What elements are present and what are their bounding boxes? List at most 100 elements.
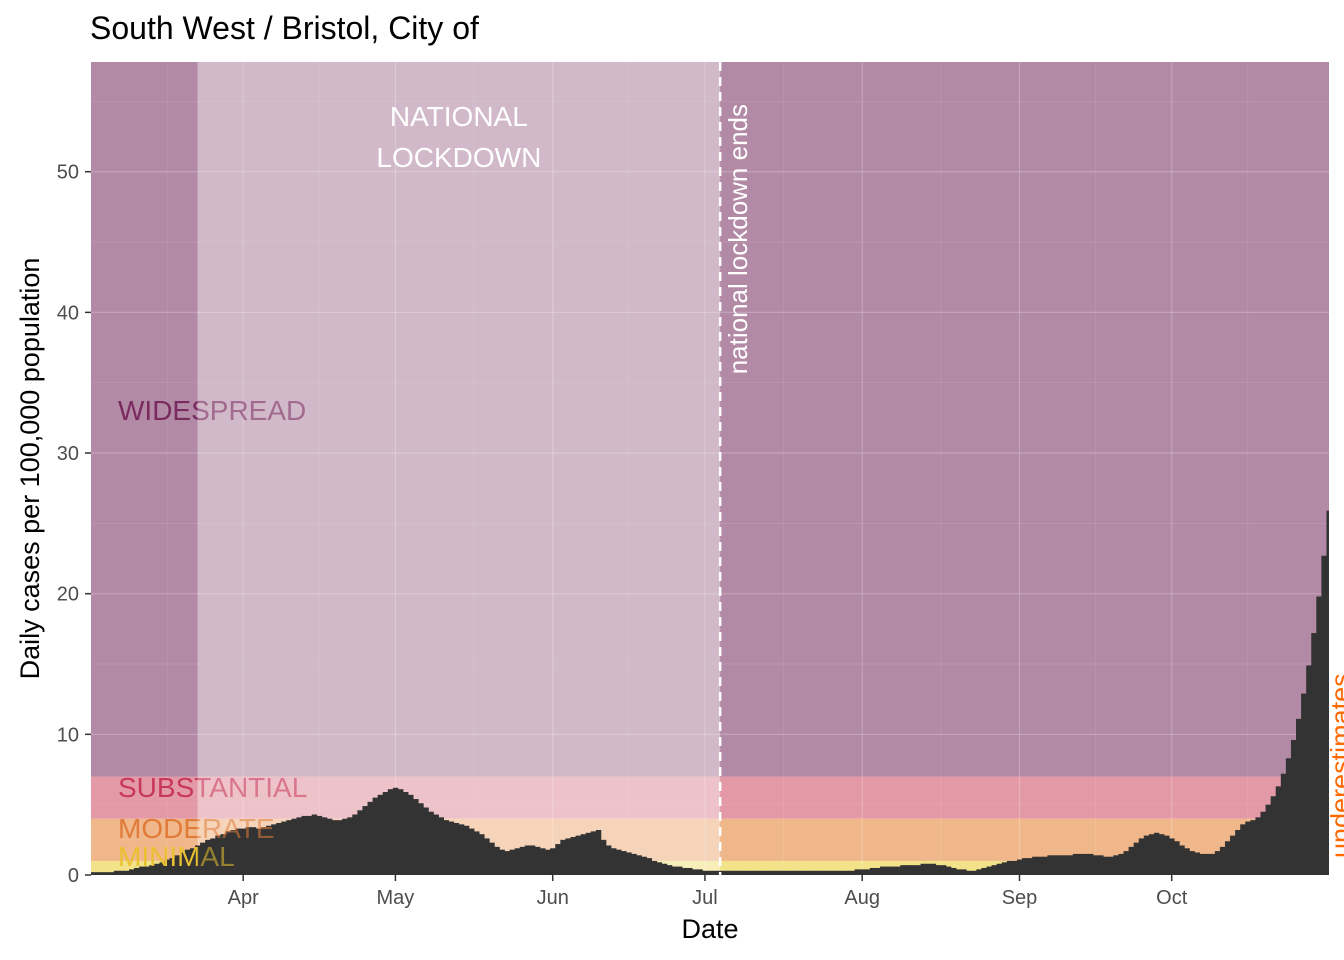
bar [905,865,911,875]
bar [494,846,500,875]
bar [631,853,637,875]
x-tick-label: Jul [692,887,718,909]
y-tick-label: 50 [57,162,79,184]
bar [819,870,825,875]
bar [540,848,546,875]
bar [1022,858,1028,875]
bar [519,846,526,875]
bar [509,849,516,875]
bar [895,866,901,875]
bar [925,863,932,875]
bar [1280,773,1287,875]
bar [1032,856,1038,875]
bar [362,806,368,875]
axes: 0 10 20 30 40 50 Apr May Jun Jul Aug Sep Oct Date Dail… [15,162,1188,944]
bar [484,838,490,875]
bar [134,867,140,875]
bar [1159,834,1165,875]
band-label-widespread-faded: WIDESPREAD [118,395,306,426]
bar [651,860,658,875]
bar [474,831,480,875]
bar [971,870,977,875]
bar [748,870,754,875]
bar [1108,856,1114,875]
x-tick-label: Aug [844,887,880,909]
bars [91,510,1329,875]
bar [149,865,155,875]
bar [428,811,434,875]
x-tick-label: Apr [228,887,259,909]
bar [1103,856,1109,875]
bar [945,866,952,875]
bar [1209,853,1216,875]
bar [215,835,221,875]
bar [387,789,394,875]
bar [1270,796,1277,875]
bar [377,794,384,875]
bar [179,852,186,875]
annotations: MINIMALMINIMALMODERATEMODERATE SUBSTANTIA… [118,62,1344,875]
bar [773,870,779,875]
bar [590,831,597,875]
bar [1057,855,1063,875]
y-tick-label: 30 [57,443,79,465]
bar [504,851,510,875]
bar [1224,841,1231,875]
bar [113,870,120,875]
bar [1285,758,1292,875]
bar [1006,860,1013,875]
chart-title: South West / Bristol, City of [90,10,479,46]
bar [996,863,1003,875]
bar [1306,665,1312,875]
bar [352,814,358,875]
bar [910,865,916,875]
bar [154,863,160,875]
bar [1260,811,1266,875]
bar [682,867,688,875]
bar [611,848,617,875]
y-tick-label: 0 [68,865,79,887]
bar [271,824,277,875]
bar [1174,841,1180,875]
bar [438,817,444,875]
bar [1214,851,1221,875]
bar [524,845,531,875]
bar [874,867,881,875]
bar [808,870,815,875]
bar [656,862,663,875]
bar [844,870,850,875]
x-tick-label: Oct [1156,887,1188,909]
bar [250,827,257,875]
bar [692,869,698,875]
bar [1194,852,1200,875]
bar [1321,555,1327,875]
y-tick-label: 40 [57,302,79,324]
bar [1326,510,1329,875]
bar [118,870,125,875]
bar [1087,853,1094,875]
band-label-moderate: MODERATE [118,813,275,844]
bar [550,848,556,875]
bar [189,848,196,875]
bar [702,870,708,875]
bar [276,822,282,875]
bar [732,870,739,875]
bar [301,815,307,875]
bar [195,845,201,875]
x-axis-title: Date [681,914,738,944]
bar [93,872,99,875]
bar [829,870,835,875]
bar [687,867,693,875]
bar [1235,829,1241,875]
band-label-group: MODERATEMODERATE [118,813,275,844]
bar [1316,596,1322,875]
bar [479,834,485,875]
band-label-substantial: SUBSTANTIAL [118,772,307,803]
bar [854,869,861,875]
bar [1245,821,1251,875]
bar [600,839,607,875]
x-tick-label: May [377,887,415,909]
bar [443,820,450,875]
bar [174,855,181,875]
bar [1113,855,1119,875]
